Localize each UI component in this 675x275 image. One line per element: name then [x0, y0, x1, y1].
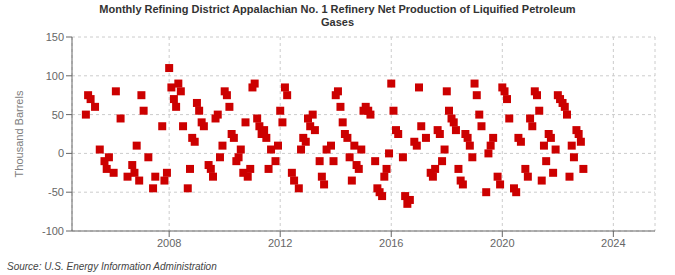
svg-text:2020: 2020 [490, 237, 514, 249]
html-text:Monthly Refining District Appa: Monthly Refining District Appalachian No… [99, 3, 576, 15]
svg-text:2024: 2024 [601, 237, 625, 249]
svg-text:-50: -50 [48, 186, 64, 198]
svg-text:2012: 2012 [268, 237, 292, 249]
html-text:Source: U.S. Energy Informatio: Source: U.S. Energy Information Administ… [7, 261, 217, 272]
svg-text:100: 100 [46, 70, 64, 82]
svg-text:0: 0 [58, 147, 64, 159]
svg-text:-100: -100 [42, 225, 64, 237]
svg-text:2016: 2016 [379, 237, 403, 249]
svg-text:150: 150 [46, 31, 64, 43]
html-text:Gases: Gases [321, 16, 354, 28]
svg-text:Thousand Barrels: Thousand Barrels [13, 90, 25, 177]
svg-text:50: 50 [52, 109, 64, 121]
svg-text:2008: 2008 [157, 237, 181, 249]
